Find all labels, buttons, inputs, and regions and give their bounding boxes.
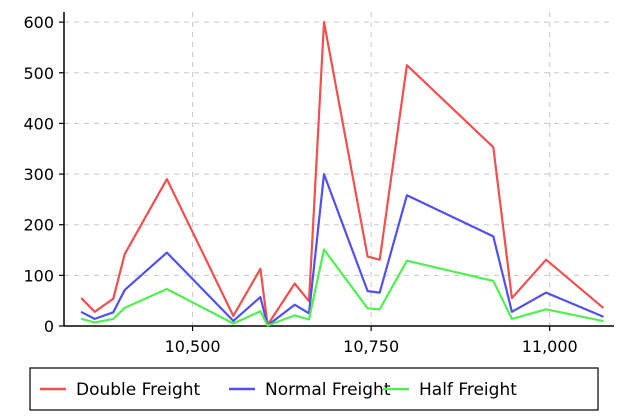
- legend: Double Freight Normal Freight Half Freight: [29, 367, 599, 411]
- y-tick-label: 0: [44, 317, 54, 336]
- ticks: 0 100 200 300 400 500 600 10,500 10,750 11,000: [23, 13, 577, 356]
- x-tick-label: 11,000: [522, 337, 578, 356]
- y-tick-label: 100: [23, 266, 54, 285]
- x-tick-label: 10,750: [343, 337, 399, 356]
- series-line-double-freight: [80, 21, 604, 327]
- series-line-normal-freight: [80, 173, 604, 327]
- legend-box: [29, 367, 599, 411]
- legend-label-half-freight: Half Freight: [419, 380, 517, 400]
- series-line-half-freight: [80, 248, 604, 327]
- grid: [64, 12, 614, 326]
- y-tick-label: 600: [23, 13, 54, 32]
- y-tick-label: 500: [23, 64, 54, 83]
- legend-label-double-freight: Double Freight: [76, 380, 201, 400]
- series: [80, 21, 604, 327]
- y-tick-label: 300: [23, 165, 54, 184]
- legend-label-normal-freight: Normal Freight: [265, 380, 391, 400]
- y-tick-label: 400: [23, 114, 54, 133]
- x-tick-label: 10,500: [165, 337, 221, 356]
- axes: [63, 12, 614, 327]
- y-tick-label: 200: [23, 216, 54, 235]
